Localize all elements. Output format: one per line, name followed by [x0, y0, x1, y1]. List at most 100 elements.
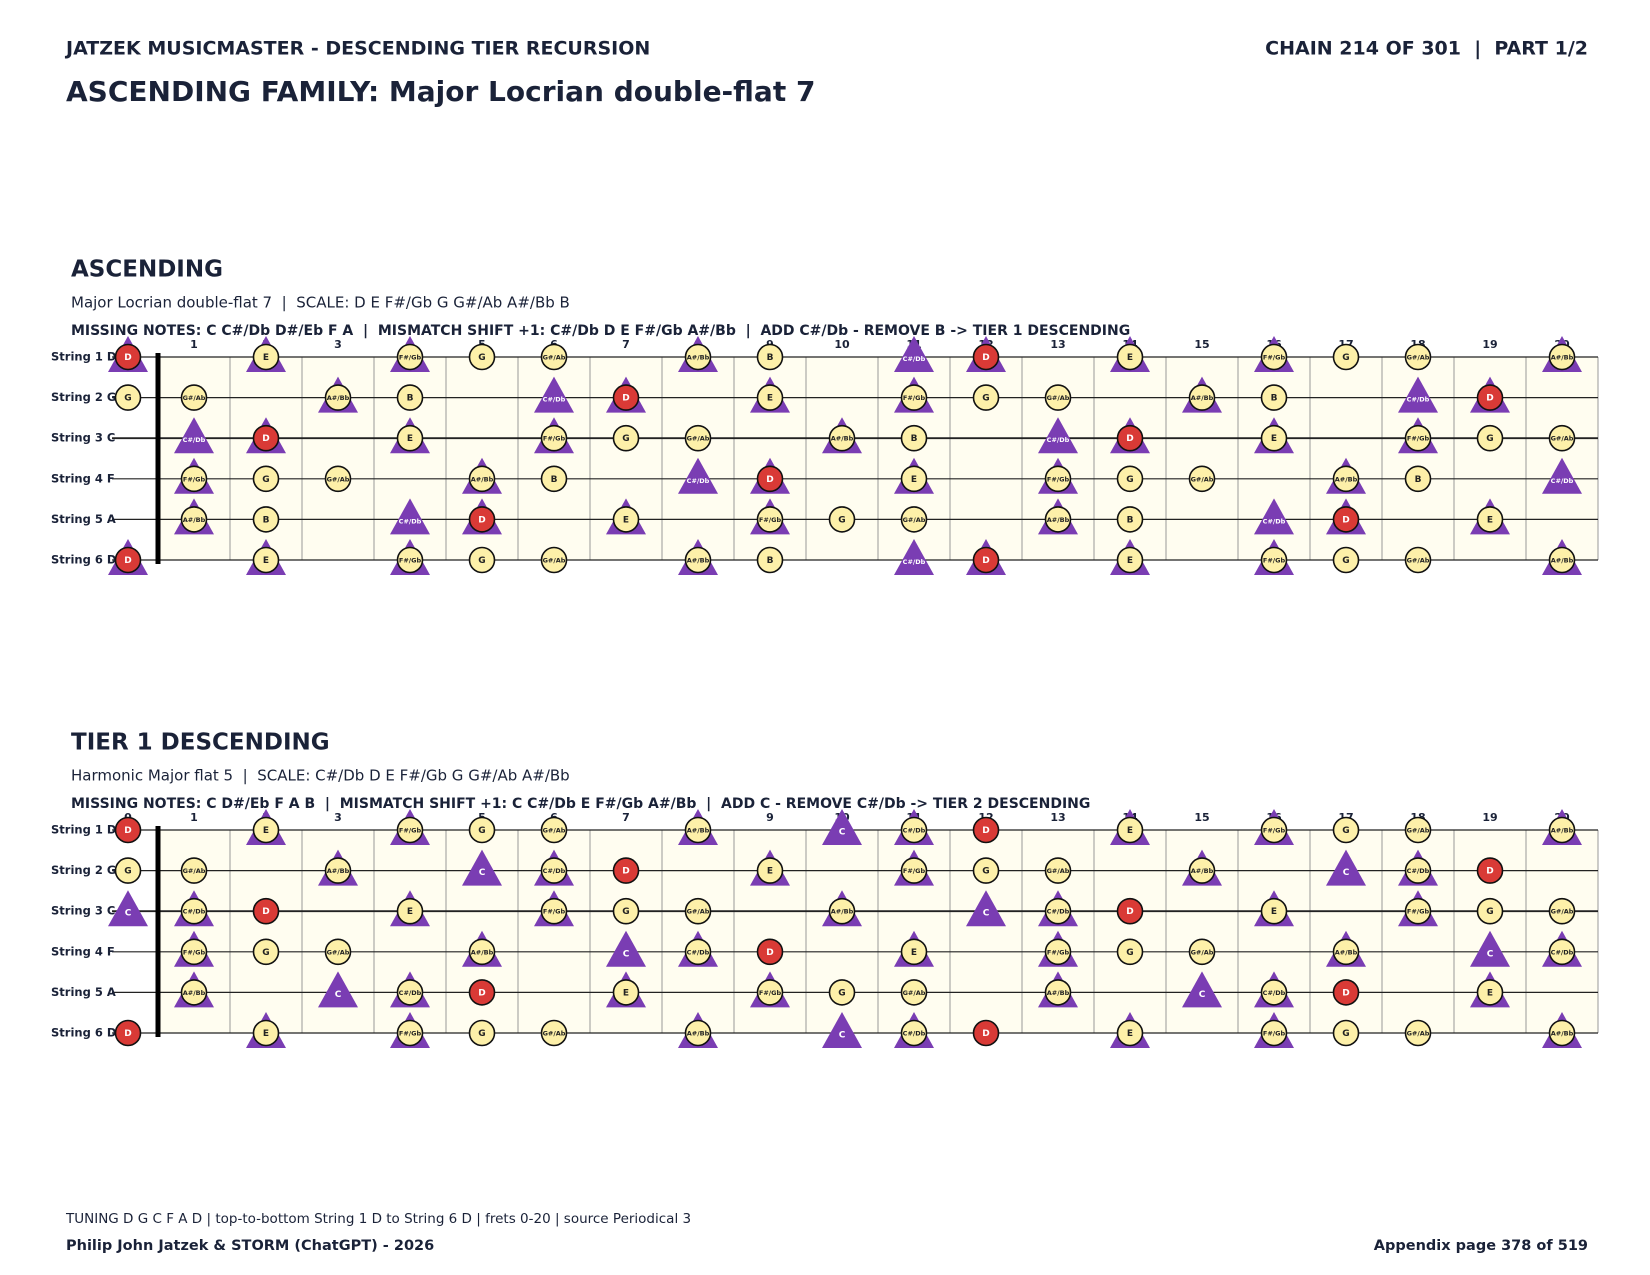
note-marker: C	[606, 930, 646, 967]
note-label: D	[622, 867, 629, 877]
root-circle	[114, 816, 142, 844]
note-marker: F#/Gb	[1254, 1012, 1294, 1048]
note-marker: A#/Bb	[1326, 457, 1366, 494]
note-marker: G	[468, 343, 496, 371]
root-circle	[114, 546, 142, 574]
scale-circle	[828, 979, 856, 1006]
note-label: D	[982, 556, 989, 566]
root-circle	[1332, 506, 1360, 533]
root-circle	[972, 343, 1000, 371]
scale-circle	[180, 857, 208, 884]
page-title: ASCENDING FAMILY: Major Locrian double-f…	[66, 75, 815, 108]
note-marker: D	[606, 376, 646, 413]
note-marker: C#/Db	[894, 336, 934, 372]
string-label: String 2 G	[51, 863, 116, 877]
scale-circle	[900, 938, 928, 966]
note-label: C	[125, 909, 132, 919]
note-label: A#/Bb	[471, 475, 494, 483]
scale-circle	[1548, 897, 1576, 925]
shift-triangle	[462, 849, 502, 886]
note-label: E	[263, 353, 269, 363]
scale-circle	[1332, 1019, 1360, 1047]
scale-circle	[468, 465, 496, 493]
note-label: G	[982, 394, 989, 404]
scale-circle	[180, 979, 208, 1006]
fret-number: 7	[622, 811, 630, 824]
note-label: A#/Bb	[1047, 516, 1070, 524]
scale-circle	[1044, 384, 1072, 411]
scale-circle	[612, 897, 640, 925]
root-circle	[1116, 424, 1144, 452]
scale-circle	[1404, 857, 1432, 884]
fret-number: 13	[1050, 338, 1065, 351]
note-marker: C#/Db	[894, 1012, 934, 1048]
note-marker: G	[1116, 465, 1144, 493]
note-marker: E	[1110, 336, 1150, 372]
fret-number: 1	[190, 811, 198, 824]
scale-circle	[1116, 938, 1144, 966]
note-marker: F#/Gb	[750, 498, 790, 535]
shift-triangle	[678, 457, 718, 494]
note-label: G#/Ab	[903, 989, 926, 997]
note-marker: D	[612, 857, 640, 884]
note-marker: C	[318, 971, 358, 1008]
note-marker: A#/Bb	[1038, 971, 1078, 1008]
note-marker: G	[828, 506, 856, 533]
scale-circle	[1044, 506, 1072, 533]
root-circle	[1116, 897, 1144, 925]
scale-circle	[900, 1019, 928, 1047]
note-marker: G#/Ab	[1044, 857, 1072, 884]
note-label: C#/Db	[399, 989, 422, 997]
note-label: F#/Gb	[1047, 475, 1070, 483]
note-label: C#/Db	[903, 1030, 926, 1038]
note-label: A#/Bb	[471, 948, 494, 956]
note-label: F#/Gb	[183, 948, 206, 956]
note-marker: D	[108, 539, 148, 575]
note-label: A#/Bb	[831, 908, 854, 916]
note-marker: E	[1470, 971, 1510, 1008]
note-label: B	[1127, 515, 1134, 525]
scale-circle	[1260, 384, 1288, 411]
scale-circle	[180, 465, 208, 493]
scale-circle	[252, 343, 280, 371]
note-marker: A#/Bb	[678, 336, 718, 372]
note-label: F#/Gb	[183, 475, 206, 483]
note-marker: D	[108, 336, 148, 372]
note-marker: F#/Gb	[390, 539, 430, 575]
note-marker: A#/Bb	[1542, 539, 1582, 575]
root-circle	[114, 343, 142, 371]
note-marker: C	[1326, 849, 1366, 886]
note-marker: E	[390, 417, 430, 454]
scale-circle	[684, 1019, 712, 1047]
note-label: A#/Bb	[1335, 948, 1358, 956]
note-label: C	[623, 949, 630, 959]
note-label: C#/Db	[1407, 396, 1430, 404]
note-marker: F#/Gb	[1038, 457, 1078, 494]
note-marker: G#/Ab	[900, 979, 928, 1006]
shift-triangle	[318, 971, 358, 1008]
note-marker: G#/Ab	[684, 424, 712, 452]
note-label: A#/Bb	[687, 354, 710, 362]
note-marker: E	[894, 930, 934, 967]
note-label: A#/Bb	[1551, 827, 1574, 835]
note-marker: A#/Bb	[174, 971, 214, 1008]
scale-circle	[324, 465, 352, 493]
note-label: F#/Gb	[759, 989, 782, 997]
note-marker: C#/Db	[1038, 417, 1078, 454]
scale-circle	[324, 857, 352, 884]
note-label: E	[407, 434, 413, 444]
note-marker: D	[750, 457, 790, 494]
note-marker: C#/Db	[1398, 376, 1438, 413]
string-label: String 6 D	[51, 553, 116, 567]
scale-circle	[1116, 546, 1144, 574]
note-marker: C#/Db	[390, 971, 430, 1008]
note-label: E	[1487, 988, 1493, 998]
note-label: A#/Bb	[1551, 354, 1574, 362]
scale-circle	[1404, 1019, 1432, 1047]
note-label: E	[1127, 1029, 1133, 1039]
scale-circle	[1548, 546, 1576, 574]
note-label: D	[124, 353, 131, 363]
note-label: C#/Db	[687, 948, 710, 956]
